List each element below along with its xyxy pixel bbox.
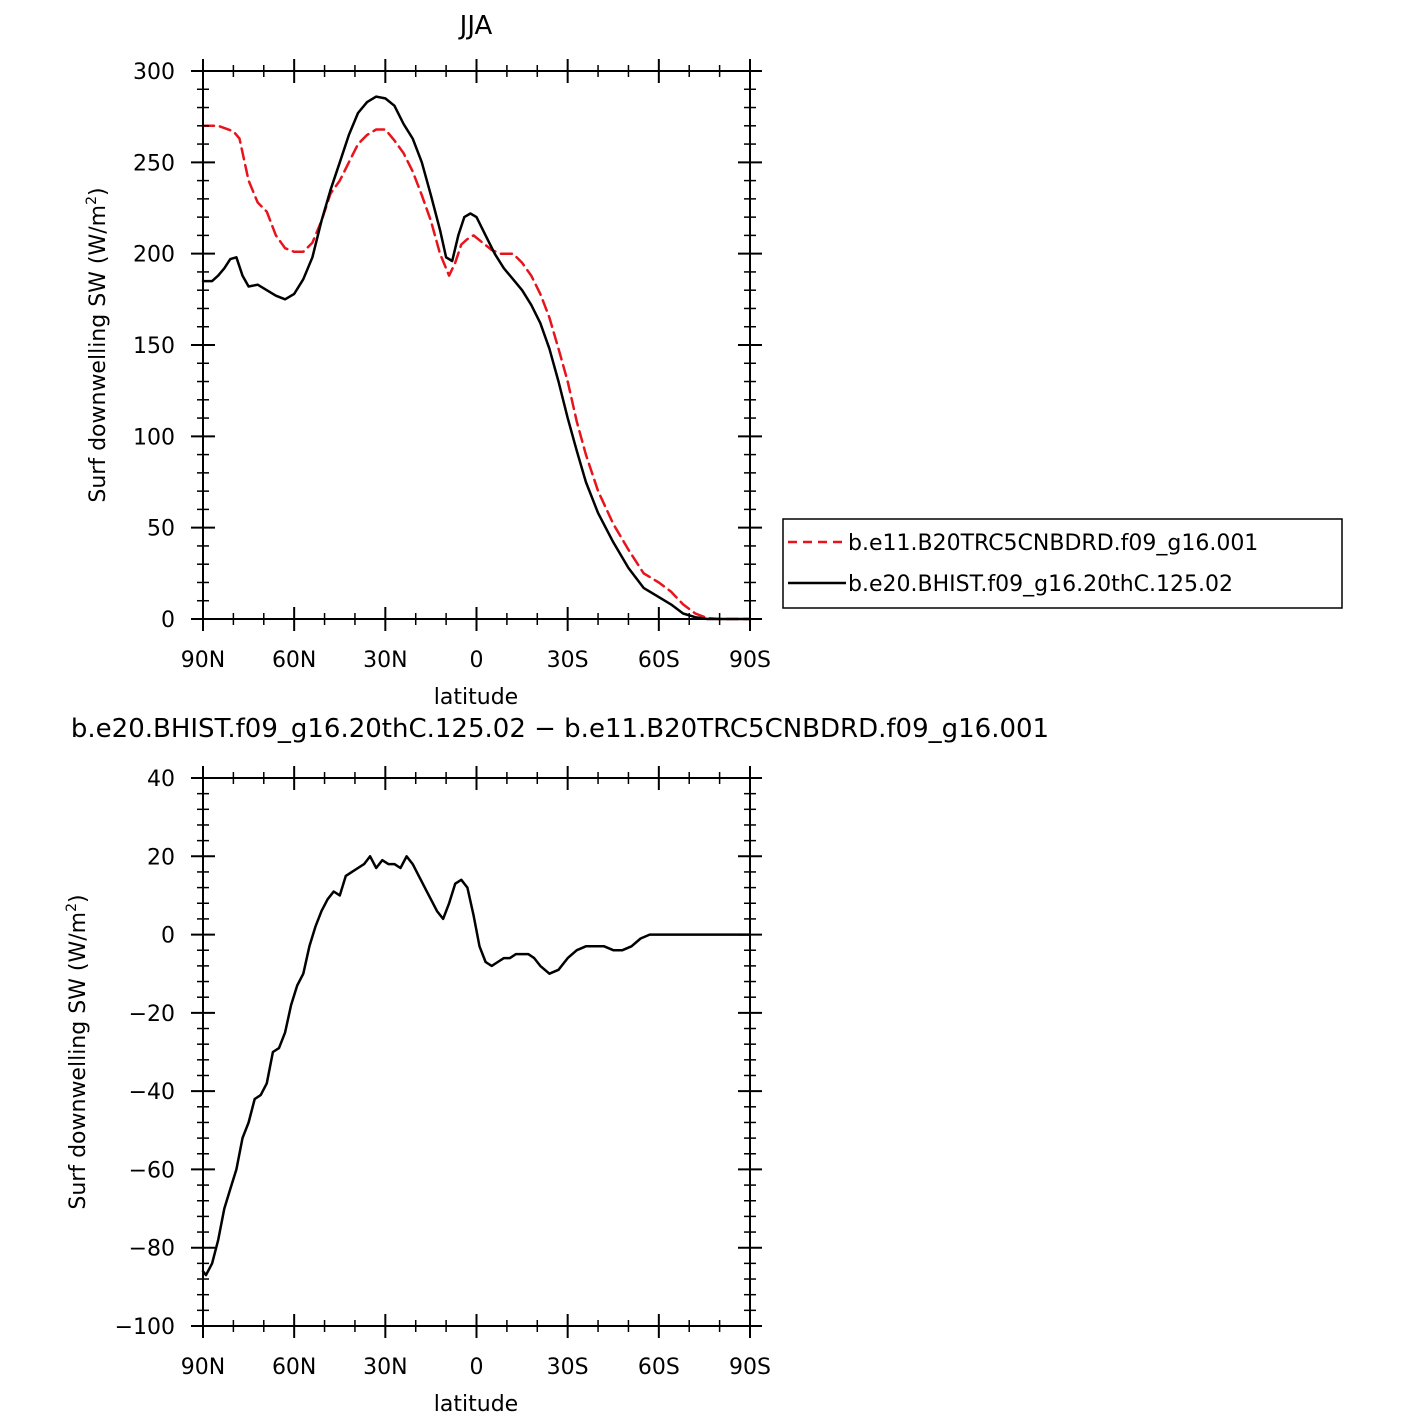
top-chart-minor-ticks: [197, 65, 756, 625]
bottom-chart-series-line-0: [201, 855, 752, 1277]
top-chart-y-tick-label: 100: [133, 425, 175, 450]
top-chart-y-tick-label: 250: [133, 151, 175, 176]
top-chart-series-line-1: [201, 95, 752, 621]
bottom-chart-x-tick-label: 30S: [547, 1355, 589, 1380]
top-chart-y-axis-title: Surf downwelling SW (W/m2): [84, 187, 111, 502]
top-chart-title: JJA: [458, 11, 493, 41]
top-chart-y-tick-label: 300: [133, 60, 175, 85]
top-chart-x-tick-label: 60N: [272, 648, 316, 673]
bottom-chart: b.e20.BHIST.f09_g16.20thC.125.02 − b.e11…: [64, 714, 1049, 1417]
bottom-chart-y-tick-label: 0: [161, 924, 175, 949]
top-chart-y-axis-title-end: ): [86, 187, 111, 196]
bottom-chart-series-layer: [201, 855, 752, 1277]
bottom-chart-y-axis-title-sup: 2: [64, 903, 80, 912]
legend-label-cntl: b.e11.B20TRC5CNBDRD.f09_g16.001: [848, 531, 1258, 556]
top-chart-series-line-0: [201, 124, 752, 621]
top-chart-x-tick-label: 0: [470, 648, 484, 673]
bottom-chart-y-axis-title: Surf downwelling SW (W/m2): [64, 894, 91, 1209]
top-chart-x-tick-label: 30N: [363, 648, 407, 673]
bottom-chart-major-ticks: [191, 766, 762, 1338]
bottom-chart-x-tick-label: 30N: [363, 1355, 407, 1380]
bottom-chart-x-tick-label: 60N: [272, 1355, 316, 1380]
top-chart-series-layer: [201, 95, 752, 621]
bottom-chart-y-tick-label: −80: [129, 1237, 175, 1262]
top-chart-y-tick-label: 0: [161, 608, 175, 633]
bottom-chart-x-axis-title: latitude: [434, 1392, 518, 1417]
bottom-chart-x-tick-label: 60S: [638, 1355, 680, 1380]
top-chart-y-axis-title-main: Surf downwelling SW (W/m: [86, 205, 111, 503]
bottom-chart-x-tick-label: 0: [470, 1355, 484, 1380]
top-chart-y-tick-label: 150: [133, 334, 175, 359]
top-chart-x-tick-labels: 90N 60N 30N 0 30S 60S 90S: [181, 648, 771, 673]
bottom-chart-x-tick-label: 90N: [181, 1355, 225, 1380]
top-chart-frame: [202, 70, 751, 620]
bottom-chart-y-axis-title-main: Surf downwelling SW (W/m: [66, 912, 91, 1210]
top-chart-y-axis-title-sup: 2: [84, 196, 100, 205]
bottom-chart-y-tick-label: 20: [147, 845, 175, 870]
top-chart-y-tick-label: 50: [147, 517, 175, 542]
legend-label-case: b.e20.BHIST.f09_g16.20thC.125.02: [848, 572, 1233, 597]
bottom-chart-y-axis-title-end: ): [66, 894, 91, 903]
bottom-chart-x-tick-labels: 90N 60N 30N 0 30S 60S 90S: [181, 1355, 771, 1380]
top-chart-y-tick-label: 200: [133, 243, 175, 268]
bottom-chart-x-tick-label: 90S: [729, 1355, 771, 1380]
bottom-chart-y-tick-labels: −100 −80 −60 −40 −20 0 20 40: [115, 767, 175, 1340]
top-chart-x-tick-label: 90N: [181, 648, 225, 673]
bottom-chart-title: b.e20.BHIST.f09_g16.20thC.125.02 − b.e11…: [71, 714, 1049, 744]
bottom-chart-y-tick-label: −60: [129, 1158, 175, 1183]
bottom-chart-y-tick-label: −100: [115, 1315, 175, 1340]
bottom-chart-y-tick-label: −20: [129, 1002, 175, 1027]
top-chart-x-axis-title: latitude: [434, 685, 518, 710]
top-chart-y-tick-labels: 0 50 100 150 200 250 300: [133, 60, 175, 633]
top-chart-x-tick-label: 90S: [729, 648, 771, 673]
bottom-chart-frame: [202, 777, 751, 1327]
bottom-chart-y-tick-label: 40: [147, 767, 175, 792]
top-chart-legend: b.e11.B20TRC5CNBDRD.f09_g16.001 b.e20.BH…: [782, 518, 1343, 609]
top-chart-major-ticks: [191, 59, 762, 631]
top-chart-x-tick-label: 30S: [547, 648, 589, 673]
bottom-chart-y-tick-label: −40: [129, 1080, 175, 1105]
top-chart-x-tick-label: 60S: [638, 648, 680, 673]
legend-box: [782, 518, 1343, 609]
top-chart: JJA 90N 60N 30N 0 30S 60S 90S 0 50 100 150 200 250 3…: [84, 11, 1343, 710]
bottom-chart-minor-ticks: [197, 772, 756, 1332]
